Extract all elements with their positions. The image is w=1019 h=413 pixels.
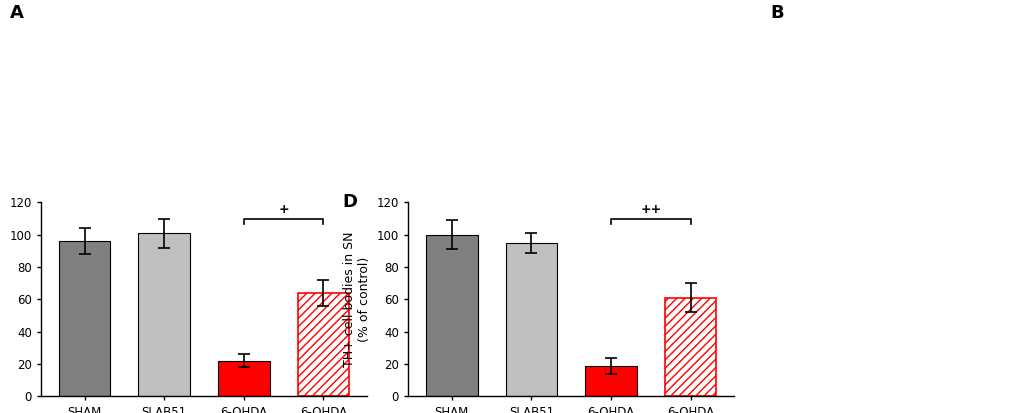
Bar: [664, 298, 715, 396]
Bar: [585, 366, 636, 396]
Text: +: +: [278, 203, 288, 216]
Bar: [59, 241, 110, 396]
Text: D: D: [342, 192, 358, 211]
Bar: [298, 293, 348, 396]
Bar: [139, 233, 190, 396]
Text: A: A: [10, 4, 24, 22]
Text: ++: ++: [640, 203, 660, 216]
Bar: [505, 243, 556, 396]
Bar: [218, 361, 269, 396]
Y-axis label: TH+ cell bodies in SN
(% of control): TH+ cell bodies in SN (% of control): [342, 232, 371, 367]
Y-axis label: TH+ fibers in CPu
% of unlesioned side: TH+ fibers in CPu % of unlesioned side: [0, 234, 4, 365]
Bar: [664, 298, 715, 396]
Bar: [298, 293, 348, 396]
Bar: [426, 235, 477, 396]
Text: B: B: [769, 4, 783, 22]
